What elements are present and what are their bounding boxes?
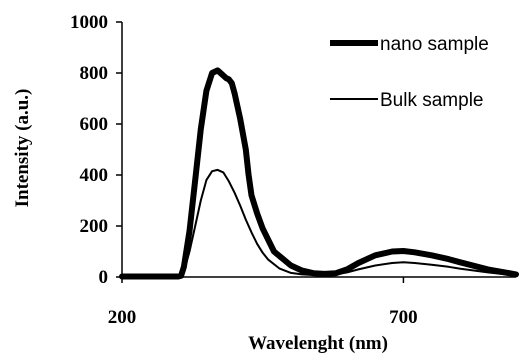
plot-area: 0 200 400 600 800 1000 200 700 — [70, 12, 516, 328]
legend: nano sample Bulk sample — [330, 34, 489, 111]
y-tick-label: 200 — [80, 216, 109, 237]
x-axis-title: Wavelenght (nm) — [248, 333, 388, 354]
y-tick-label: 600 — [80, 114, 109, 135]
y-tick-label: 400 — [80, 165, 109, 186]
x-tick-label: 200 — [108, 307, 137, 328]
y-tick-label: 800 — [80, 63, 109, 84]
y-axis-title: Intensity (a.u.) — [12, 89, 33, 208]
legend-label-bulk-sample: Bulk sample — [380, 90, 484, 111]
legend-label-nano-sample: nano sample — [380, 34, 489, 55]
y-tick-label: 0 — [99, 267, 109, 288]
y-tick-label: 1000 — [70, 12, 108, 33]
x-tick-label: 700 — [389, 307, 418, 328]
